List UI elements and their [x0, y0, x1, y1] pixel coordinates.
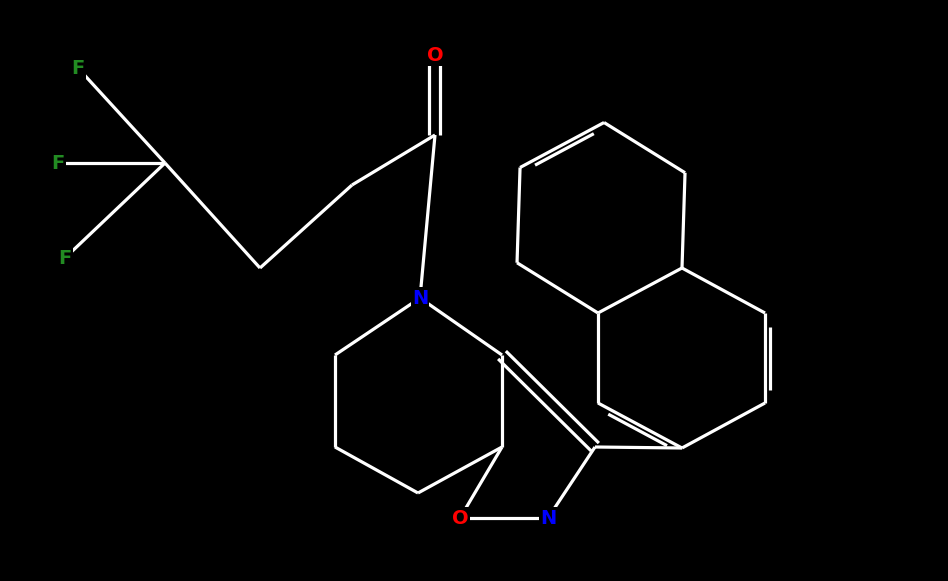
Text: F: F: [59, 249, 72, 267]
Text: F: F: [51, 153, 64, 173]
Text: N: N: [411, 289, 428, 307]
Text: O: O: [427, 45, 444, 64]
Text: O: O: [451, 508, 468, 528]
Text: F: F: [71, 59, 84, 77]
Text: N: N: [539, 508, 556, 528]
